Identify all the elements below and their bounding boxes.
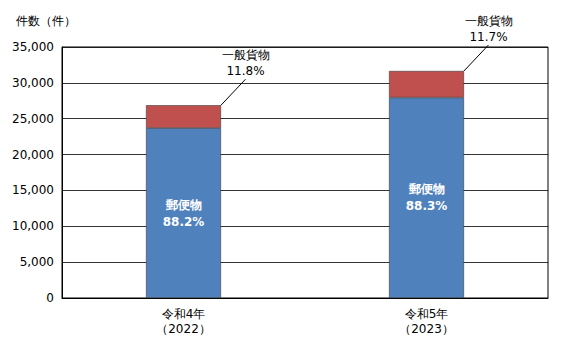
svg-text:（2022）: （2022） <box>156 322 211 336</box>
svg-text:件数（件）: 件数（件） <box>16 14 76 28</box>
svg-text:10,000: 10,000 <box>12 219 54 233</box>
svg-text:令和4年: 令和4年 <box>162 307 206 321</box>
svg-text:35,000: 35,000 <box>12 40 54 54</box>
svg-text:令和5年: 令和5年 <box>405 307 449 321</box>
svg-text:88.3%: 88.3% <box>406 199 448 213</box>
svg-text:30,000: 30,000 <box>12 76 54 90</box>
svg-text:25,000: 25,000 <box>12 112 54 126</box>
svg-text:一般貨物: 一般貨物 <box>465 14 513 28</box>
svg-text:20,000: 20,000 <box>12 148 54 162</box>
svg-text:郵便物: 郵便物 <box>408 182 445 196</box>
svg-text:一般貨物: 一般貨物 <box>222 48 270 62</box>
svg-text:0: 0 <box>46 291 54 305</box>
svg-text:郵便物: 郵便物 <box>165 198 202 212</box>
svg-text:11.8%: 11.8% <box>226 64 264 78</box>
svg-text:15,000: 15,000 <box>12 183 54 197</box>
svg-text:11.7%: 11.7% <box>469 30 507 44</box>
svg-text:5,000: 5,000 <box>20 255 54 269</box>
svg-text:（2023）: （2023） <box>399 322 454 336</box>
svg-text:88.2%: 88.2% <box>163 215 205 229</box>
